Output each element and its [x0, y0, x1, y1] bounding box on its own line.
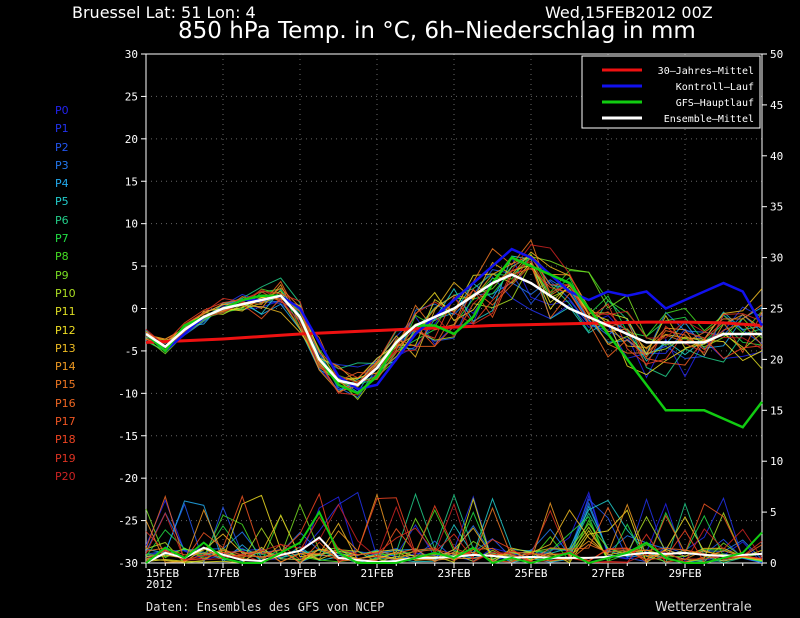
legend-label: Ensemble–Mittel	[664, 114, 754, 125]
legend-label: 30–Jahres–Mittel	[658, 66, 754, 77]
brand-label: Wetterzentrale	[655, 600, 752, 615]
x-tick-label: 29FEB	[668, 567, 701, 580]
member-label-p9: P9	[55, 268, 69, 282]
x-tick-label: 19FEB	[283, 567, 316, 580]
y-left-tick-label: 5	[131, 260, 138, 273]
y-right-tick-label: 35	[770, 201, 783, 214]
temp-line	[145, 247, 764, 391]
legend-label: Kontroll–Lauf	[676, 82, 754, 93]
temp-line	[145, 273, 762, 387]
x-tick-label: 21FEB	[360, 567, 393, 580]
y-right-tick-label: 40	[770, 150, 783, 163]
member-precip-line-p9	[145, 503, 763, 564]
y-left-tick-label: -15	[118, 430, 138, 443]
member-label-p12: P12	[55, 323, 76, 337]
member-list: P0 P1 P2 P3 P4 P5 P6 P7 P8 P9 P10 P11 P12 P13 P14 P15 P1…	[55, 102, 76, 486]
run-datetime: Wed,15FEB2012 00Z	[545, 3, 713, 22]
member-label-p18: P18	[55, 433, 76, 447]
y-left-tick-label: 20	[125, 133, 138, 146]
y-right-tick-label: 0	[770, 557, 777, 570]
y-left-tick-label: -20	[118, 472, 138, 485]
member-label-p0: P0	[55, 104, 69, 117]
member-label-p5: P5	[55, 195, 69, 209]
member-temp-line-p13	[145, 251, 763, 385]
y-right-tick-label: 50	[770, 48, 783, 61]
temp-line	[145, 256, 763, 429]
data-source: Daten: Ensembles des GFS von NCEP	[146, 600, 385, 614]
y-right-tick-label: 25	[770, 303, 783, 316]
x-tick-label: 15FEB	[146, 567, 179, 580]
member-label-p15: P15	[55, 378, 76, 392]
x-tick-label: 25FEB	[514, 567, 547, 580]
member-temp-line-p20	[145, 244, 763, 384]
y-left-tick-label: 0	[131, 303, 138, 316]
y-left-tick-label: -30	[118, 557, 138, 570]
x-tick-label: 27FEB	[591, 567, 624, 580]
member-label-p14: P14	[55, 360, 76, 374]
member-label-p19: P19	[55, 451, 76, 465]
x-tick-label: 2012	[146, 578, 173, 591]
member-label-p8: P8	[55, 250, 69, 264]
member-label-p3: P3	[55, 158, 69, 172]
member-precip-line-p18	[145, 492, 763, 564]
y-left-tick-label: -25	[118, 515, 138, 528]
member-label-p7: P7	[55, 232, 69, 246]
member-label-p6: P6	[55, 213, 69, 227]
y-right-tick-label: 15	[770, 404, 783, 417]
precip-line	[145, 510, 763, 565]
y-left-tick-label: -10	[118, 387, 138, 400]
member-label-p1: P1	[55, 122, 69, 136]
y-left-tick-label: 30	[125, 48, 138, 61]
station-label: Bruessel Lat: 51 Lon: 4	[72, 3, 256, 22]
member-temp-line-p18	[145, 256, 763, 379]
x-tick-label: 17FEB	[206, 567, 239, 580]
member-label-p20: P20	[55, 469, 76, 483]
y-right-tick-label: 20	[770, 353, 783, 366]
x-tick-label: 23FEB	[437, 567, 470, 580]
member-label-p11: P11	[55, 305, 76, 319]
member-label-p10: P10	[55, 286, 76, 300]
member-label-p13: P13	[55, 341, 76, 355]
y-right-tick-label: 45	[770, 99, 783, 112]
member-precip-line-p10	[145, 511, 763, 564]
y-right-tick-label: 30	[770, 252, 783, 265]
y-left-tick-label: -5	[125, 345, 138, 358]
y-left-tick-label: 15	[125, 175, 138, 188]
y-left-tick-label: 10	[125, 218, 138, 231]
member-label-p17: P17	[55, 415, 76, 429]
chart-title: 850 hPa Temp. in °C, 6h–Niederschlag in …	[178, 18, 696, 44]
member-label-p4: P4	[55, 177, 69, 191]
y-right-tick-label: 5	[770, 506, 777, 519]
legend-box	[581, 55, 761, 129]
legend-label: GFS–Hauptlauf	[676, 98, 754, 109]
temp-line	[145, 320, 763, 344]
member-label-p2: P2	[55, 140, 69, 154]
y-right-tick-label: 10	[770, 455, 783, 468]
y-left-tick-label: 25	[125, 90, 138, 103]
member-label-p16: P16	[55, 396, 76, 410]
member-precip-line-p17	[145, 494, 763, 564]
